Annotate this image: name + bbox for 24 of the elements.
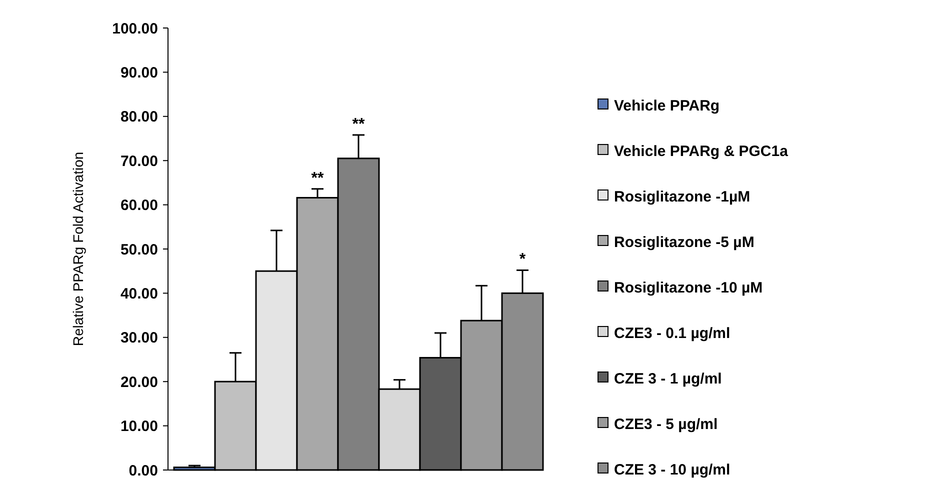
y-tick-label: 40.00 bbox=[120, 285, 158, 302]
y-axis-title: Relative PPARg Fold Activation bbox=[70, 152, 86, 346]
y-tick-label: 10.00 bbox=[120, 418, 158, 436]
y-tick-label: 80.00 bbox=[120, 108, 158, 126]
legend-label: Vehicle PPARg bbox=[614, 97, 720, 114]
legend-label: CZE3 - 0.1 µg/ml bbox=[614, 324, 730, 342]
y-tick-label: 20.00 bbox=[120, 374, 158, 391]
legend-label: CZE 3 - 10 µg/ml bbox=[614, 461, 730, 478]
legend-label: Rosiglitazone -5 µM bbox=[614, 234, 754, 251]
legend-label: Rosiglitazone -1µM bbox=[614, 188, 750, 206]
y-tick-label: 100.00 bbox=[112, 20, 158, 38]
annotation: * bbox=[519, 251, 526, 268]
y-tick-label: 50.00 bbox=[120, 241, 158, 258]
annotation: ** bbox=[352, 116, 366, 133]
annotation: ** bbox=[311, 170, 324, 187]
y-tick-label: 60.00 bbox=[120, 197, 158, 214]
legend-label: Rosiglitazone -10 µM bbox=[614, 279, 763, 296]
y-tick-label: 30.00 bbox=[120, 330, 158, 347]
y-tick-label: 70.00 bbox=[120, 152, 158, 170]
legend-label: Vehicle PPARg & PGC1a bbox=[614, 142, 789, 160]
legend-label: CZE3 - 5 µg/ml bbox=[614, 416, 718, 433]
legend-label: CZE 3 - 1 µg/ml bbox=[614, 370, 722, 388]
y-tick-label: 0.00 bbox=[128, 462, 158, 480]
y-tick-label: 90.00 bbox=[120, 64, 158, 82]
